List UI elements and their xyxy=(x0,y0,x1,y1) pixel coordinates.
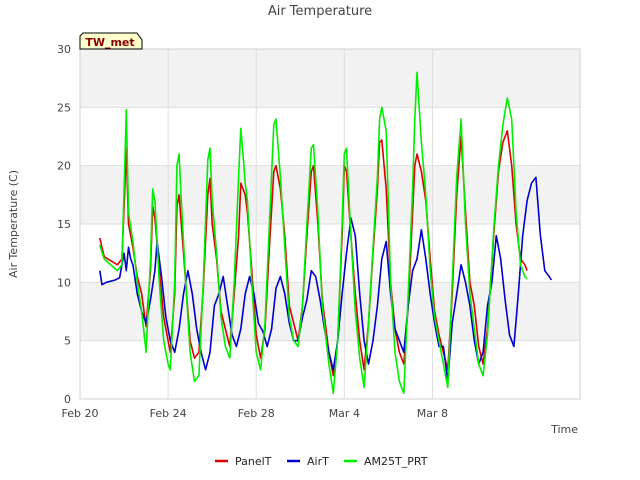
plot-frame xyxy=(79,48,581,400)
plot-background xyxy=(80,49,580,399)
y-tick-label: 25 xyxy=(57,101,71,114)
y-tick-label: 5 xyxy=(64,335,71,348)
plot-band xyxy=(80,282,580,341)
y-axis-label: Air Temperature (C) xyxy=(7,170,20,278)
x-axis-label: Time xyxy=(550,423,578,436)
y-axis-ticks: 0 5 10 15 20 25 30 xyxy=(57,43,71,406)
x-tick-label: Feb 28 xyxy=(238,407,275,420)
y-tick-label: 15 xyxy=(57,218,71,231)
station-badge-box xyxy=(79,32,143,50)
series-line-am25t-prt xyxy=(99,71,528,395)
legend-label-airt: AirT xyxy=(307,455,329,468)
plot-band xyxy=(80,224,580,283)
plot-band xyxy=(80,107,580,166)
station-badge-label: TW_met xyxy=(85,36,134,49)
y-tick-label: 10 xyxy=(57,276,71,289)
y-tick-label: 20 xyxy=(57,160,71,173)
series-layer xyxy=(99,71,553,395)
y-tick-label: 0 xyxy=(64,393,71,406)
legend-label-panelt: PanelT xyxy=(235,455,272,468)
x-tick-label: Mar 4 xyxy=(329,407,360,420)
legend-label-am25t-prt: AM25T_PRT xyxy=(364,455,428,468)
chart-title: Air Temperature xyxy=(268,4,372,19)
station-badge: TW_met xyxy=(79,32,143,50)
x-tick-label: Feb 20 xyxy=(62,407,99,420)
x-tick-label: Mar 8 xyxy=(417,407,448,420)
plot-band xyxy=(80,49,580,108)
x-tick-label: Feb 24 xyxy=(150,407,187,420)
y-tick-label: 30 xyxy=(57,43,71,56)
legend: PanelT AirT AM25T_PRT xyxy=(215,455,428,468)
x-axis-ticks: Feb 20 Feb 24 Feb 28 Mar 4 Mar 8 xyxy=(62,407,449,420)
